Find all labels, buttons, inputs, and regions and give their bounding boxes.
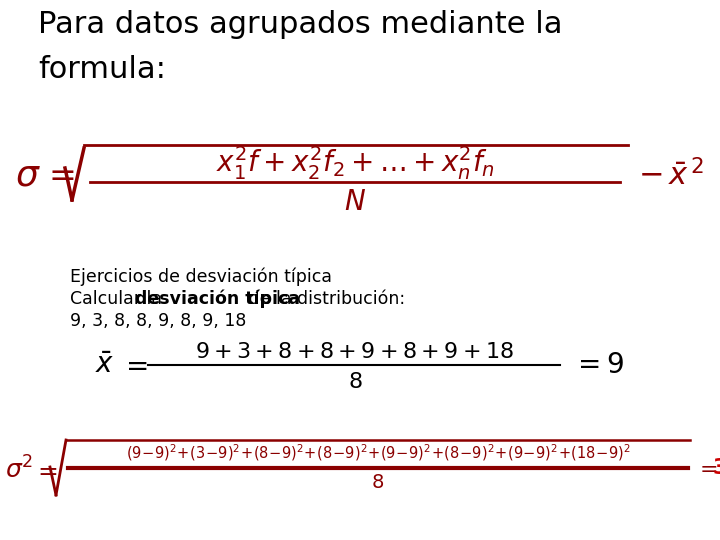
Text: 9, 3, 8, 8, 9, 8, 9, 18: 9, 3, 8, 8, 9, 8, 9, 18 [70,312,246,330]
Text: formula:: formula: [38,55,166,84]
Text: $= 9$: $= 9$ [572,351,624,379]
Text: $N$: $N$ [344,188,366,216]
Text: $\mathbf{3.87}$: $\mathbf{3.87}$ [712,458,720,478]
Text: $8$: $8$ [348,372,362,392]
Text: de la distribución:: de la distribución: [243,290,405,308]
Text: $\sigma$: $\sigma$ [15,158,41,192]
Text: $-\,\bar{x}^{\,2}$: $-\,\bar{x}^{\,2}$ [638,159,704,191]
Text: Calcular la: Calcular la [70,290,168,308]
Text: $8$: $8$ [372,474,384,492]
Text: $\bar{x}$: $\bar{x}$ [95,351,114,379]
Text: $=$: $=$ [33,458,58,482]
Text: $=$: $=$ [42,159,75,192]
Text: $(9\!-\!9)^2\!+\!(3\!-\!9)^2\!+\!(8\!-\!9)^2\!+\!(8\!-\!9)^2\!+\!(9\!-\!9)^2\!+\: $(9\!-\!9)^2\!+\!(3\!-\!9)^2\!+\!(8\!-\!… [125,443,631,463]
Text: $x_1^2f + x_2^2f_2 + \ldots + x_n^2f_n$: $x_1^2f + x_2^2f_2 + \ldots + x_n^2f_n$ [215,144,495,182]
Text: desviación típica: desviación típica [135,290,300,308]
Text: $= $: $= $ [695,458,718,478]
Text: $\sigma^2$: $\sigma^2$ [5,456,33,484]
Text: Ejercicios de desviación típica: Ejercicios de desviación típica [70,268,332,287]
Text: $=$: $=$ [120,351,148,379]
Text: $9 + 3 + 8 + 8 + 9 + 8 + 9 + 18$: $9 + 3 + 8 + 8 + 9 + 8 + 9 + 18$ [195,342,515,362]
Text: Para datos agrupados mediante la: Para datos agrupados mediante la [38,10,562,39]
